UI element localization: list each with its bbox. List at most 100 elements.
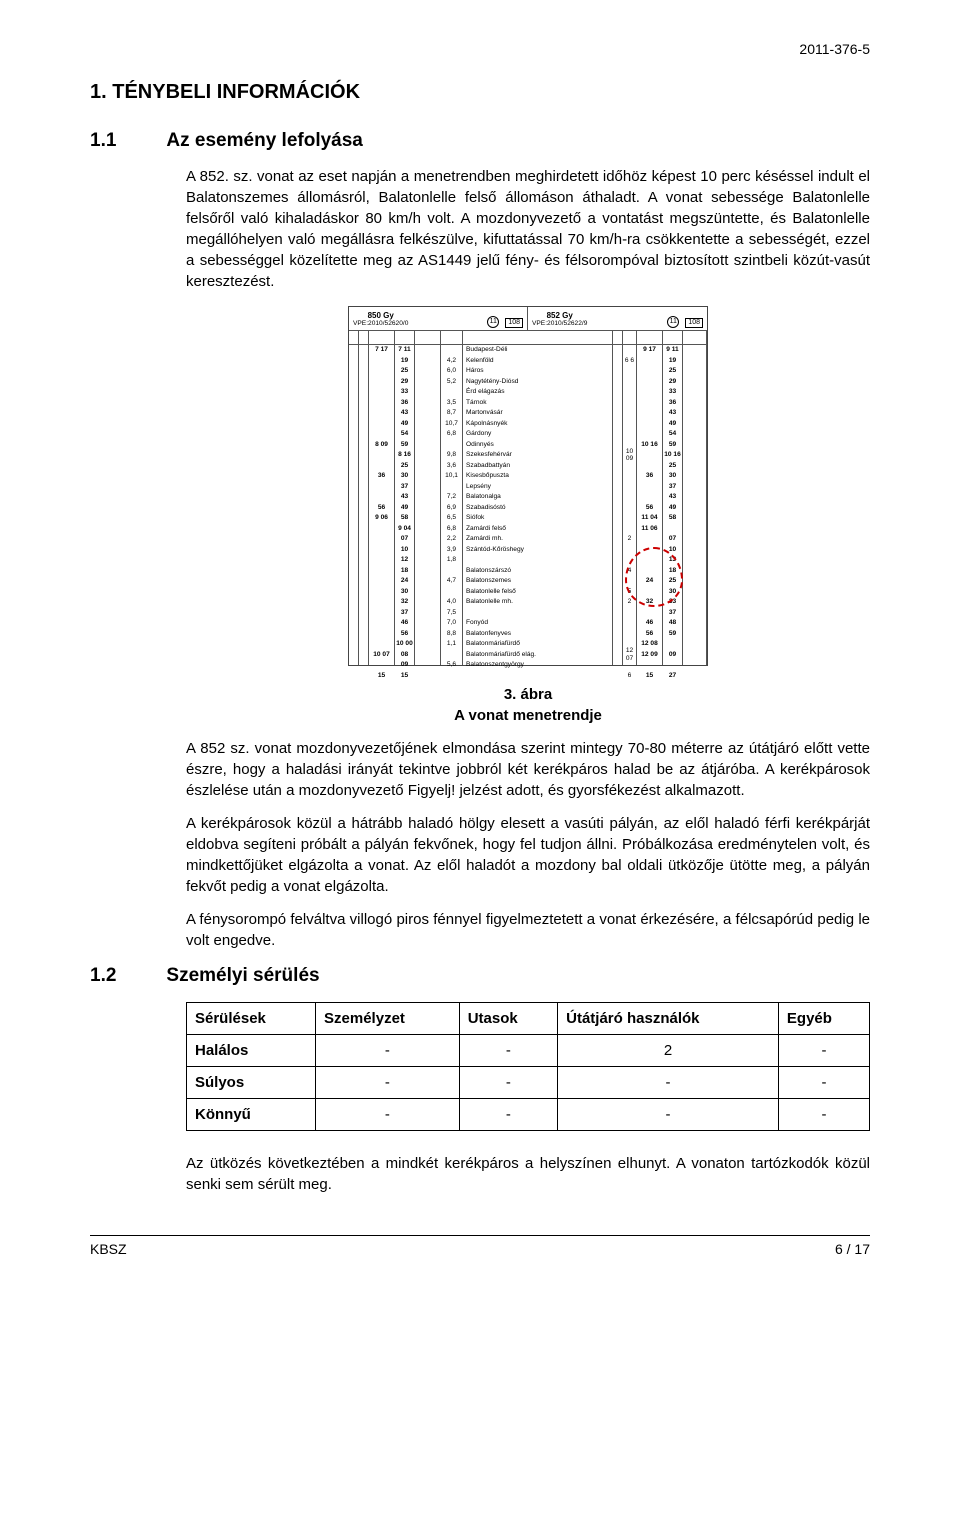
timetable-cell xyxy=(369,660,394,671)
timetable-cell xyxy=(637,534,662,545)
timetable-cell: 6 xyxy=(623,671,636,682)
timetable-column: 9 1710 16365611 0411 062432465612 0812 0… xyxy=(637,331,663,665)
timetable-cell xyxy=(369,377,394,388)
timetable-cell xyxy=(415,629,440,640)
timetable-cell xyxy=(441,440,462,451)
timetable-cell: 37 xyxy=(395,608,414,619)
timetable-cell xyxy=(415,524,440,535)
timetable-cell xyxy=(349,450,358,461)
timetable-cell xyxy=(683,534,706,545)
timetable-cell xyxy=(349,345,358,356)
timetable-cell: 3,6 xyxy=(441,461,462,472)
timetable-cell: 25 xyxy=(663,366,682,377)
timetable-cell: 09 xyxy=(663,650,682,661)
timetable-cell xyxy=(415,597,440,608)
figure-3-timetable: 850 Gy VPE:2010/52620/0 11 108 852 Gy VP… xyxy=(186,306,870,666)
timetable-cell: 36 xyxy=(637,471,662,482)
timetable-cell xyxy=(683,471,706,482)
timetable-station: Balatonszárszó xyxy=(463,566,612,577)
timetable-cell xyxy=(613,356,622,367)
timetable-cell xyxy=(623,492,636,503)
page-footer: KBSZ 6 / 17 xyxy=(90,1235,870,1260)
timetable-station: Balatonmáriafürdő xyxy=(463,639,612,650)
timetable-cell xyxy=(683,555,706,566)
timetable-cell xyxy=(415,366,440,377)
timetable-cell: 11 04 xyxy=(637,513,662,524)
timetable-cell: 09 xyxy=(395,660,414,671)
timetable-cell xyxy=(623,366,636,377)
injury-table: Sérülések Személyzet Utasok Útátjáró has… xyxy=(186,1002,870,1131)
timetable-station: Tárnok xyxy=(463,398,612,409)
timetable-cell xyxy=(369,587,394,598)
timetable-cell: 24 xyxy=(637,576,662,587)
timetable-cell: 37 xyxy=(395,482,414,493)
timetable-cell xyxy=(359,639,368,650)
timetable-cell xyxy=(359,597,368,608)
timetable-cell xyxy=(349,534,358,545)
timetable-cell xyxy=(613,629,622,640)
timetable-cell xyxy=(637,408,662,419)
timetable-cell xyxy=(613,482,622,493)
timetable-cell: 25 xyxy=(395,366,414,377)
timetable-cell xyxy=(637,587,662,598)
timetable-cell: 4 xyxy=(623,566,636,577)
timetable-station: Martonvásár xyxy=(463,408,612,419)
timetable-cell xyxy=(683,387,706,398)
timetable-cell xyxy=(349,366,358,377)
timetable-cell xyxy=(623,608,636,619)
timetable-cell xyxy=(369,408,394,419)
table-row: Könnyű---- xyxy=(187,1098,870,1130)
timetable-cell xyxy=(415,566,440,577)
timetable-stations-column: Budapest-DéliKelenföldHárosNagytétény-Di… xyxy=(463,331,613,665)
timetable-cell xyxy=(415,398,440,409)
timetable-cell xyxy=(613,597,622,608)
timetable-cell xyxy=(613,608,622,619)
timetable-cell xyxy=(637,450,662,461)
timetable-station: Balatonalga xyxy=(463,492,612,503)
timetable-cell xyxy=(359,440,368,451)
row-label: Könnyű xyxy=(187,1098,316,1130)
timetable-cell xyxy=(349,587,358,598)
timetable-cell xyxy=(623,471,636,482)
timetable-cell xyxy=(683,639,706,650)
timetable-cell xyxy=(613,461,622,472)
timetable-cell xyxy=(415,639,440,650)
timetable-cell xyxy=(415,608,440,619)
timetable-cell xyxy=(369,492,394,503)
timetable-cell xyxy=(349,461,358,472)
timetable-cell xyxy=(613,576,622,587)
timetable-cell: 9,8 xyxy=(441,450,462,461)
timetable-cell: 9 06 xyxy=(369,513,394,524)
timetable-cell: 12 08 xyxy=(637,639,662,650)
timetable-station: Odinnyés xyxy=(463,440,612,451)
timetable-cell: 43 xyxy=(395,408,414,419)
h1-tenybeli: 1. TÉNYBELI INFORMÁCIÓK xyxy=(90,78,870,106)
timetable-cell xyxy=(415,440,440,451)
timetable-cell xyxy=(369,576,394,587)
timetable-cell xyxy=(359,377,368,388)
row-label: Súlyos xyxy=(187,1066,316,1098)
timetable-cell: 5,6 xyxy=(441,660,462,671)
timetable-cell xyxy=(359,576,368,587)
timetable-cell: 49 xyxy=(663,503,682,514)
timetable-cell xyxy=(683,450,706,461)
timetable-cell xyxy=(623,545,636,556)
timetable-cell xyxy=(359,503,368,514)
tt-train-852: 852 Gy xyxy=(532,311,587,321)
timetable-cell xyxy=(369,618,394,629)
timetable-cell: 4,7 xyxy=(441,576,462,587)
timetable-cell xyxy=(359,545,368,556)
timetable-cell xyxy=(349,482,358,493)
fig-caption-line2: A vonat menetrendje xyxy=(454,707,602,724)
timetable-cell: 10 09 xyxy=(623,450,636,461)
timetable-cell: 08 xyxy=(395,650,414,661)
timetable-cell: 1,1 xyxy=(441,639,462,650)
timetable-cell: 30 xyxy=(395,587,414,598)
timetable-cell xyxy=(349,408,358,419)
timetable-station: Balatonmáriafürdő elág. xyxy=(463,650,612,661)
timetable-cell xyxy=(369,482,394,493)
timetable-cell: 58 xyxy=(395,513,414,524)
timetable-cell xyxy=(637,387,662,398)
timetable-cell xyxy=(683,356,706,367)
timetable-cell xyxy=(683,345,706,356)
